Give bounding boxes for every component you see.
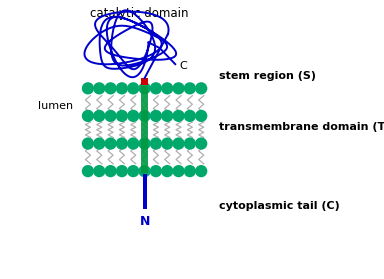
Circle shape xyxy=(116,138,128,150)
Circle shape xyxy=(127,82,139,95)
Text: N: N xyxy=(139,215,150,228)
Text: stem region (S): stem region (S) xyxy=(218,71,316,81)
Circle shape xyxy=(116,165,128,177)
Circle shape xyxy=(195,138,207,150)
Circle shape xyxy=(184,138,196,150)
Circle shape xyxy=(195,165,207,177)
Text: C: C xyxy=(179,61,187,71)
Text: lumen: lumen xyxy=(38,101,73,111)
Circle shape xyxy=(104,110,117,122)
Circle shape xyxy=(82,138,94,150)
Circle shape xyxy=(93,110,105,122)
Bar xyxy=(141,86,149,173)
Bar xyxy=(142,174,147,209)
Circle shape xyxy=(150,165,162,177)
Circle shape xyxy=(93,82,105,95)
Circle shape xyxy=(116,110,128,122)
Circle shape xyxy=(161,82,173,95)
Circle shape xyxy=(93,165,105,177)
Text: catalytic domain: catalytic domain xyxy=(90,7,188,20)
Circle shape xyxy=(150,82,162,95)
Circle shape xyxy=(116,82,128,95)
Circle shape xyxy=(150,110,162,122)
Circle shape xyxy=(184,82,196,95)
Circle shape xyxy=(104,138,117,150)
Circle shape xyxy=(195,110,207,122)
Text: cytoplasmic tail (C): cytoplasmic tail (C) xyxy=(218,201,339,211)
Bar xyxy=(141,78,148,85)
Circle shape xyxy=(82,110,94,122)
Circle shape xyxy=(172,82,185,95)
Circle shape xyxy=(82,82,94,95)
Circle shape xyxy=(127,138,139,150)
Circle shape xyxy=(184,110,196,122)
Circle shape xyxy=(195,82,207,95)
Circle shape xyxy=(161,110,173,122)
Circle shape xyxy=(161,165,173,177)
Circle shape xyxy=(138,138,151,150)
Circle shape xyxy=(172,110,185,122)
Circle shape xyxy=(138,82,151,95)
Circle shape xyxy=(161,138,173,150)
Circle shape xyxy=(82,165,94,177)
Circle shape xyxy=(138,165,151,177)
Circle shape xyxy=(138,110,151,122)
Circle shape xyxy=(127,110,139,122)
Circle shape xyxy=(184,165,196,177)
Circle shape xyxy=(104,82,117,95)
Circle shape xyxy=(93,138,105,150)
Circle shape xyxy=(104,165,117,177)
Circle shape xyxy=(172,165,185,177)
Circle shape xyxy=(172,138,185,150)
Circle shape xyxy=(150,138,162,150)
Text: transmembrane domain (T): transmembrane domain (T) xyxy=(218,122,384,132)
Circle shape xyxy=(127,165,139,177)
